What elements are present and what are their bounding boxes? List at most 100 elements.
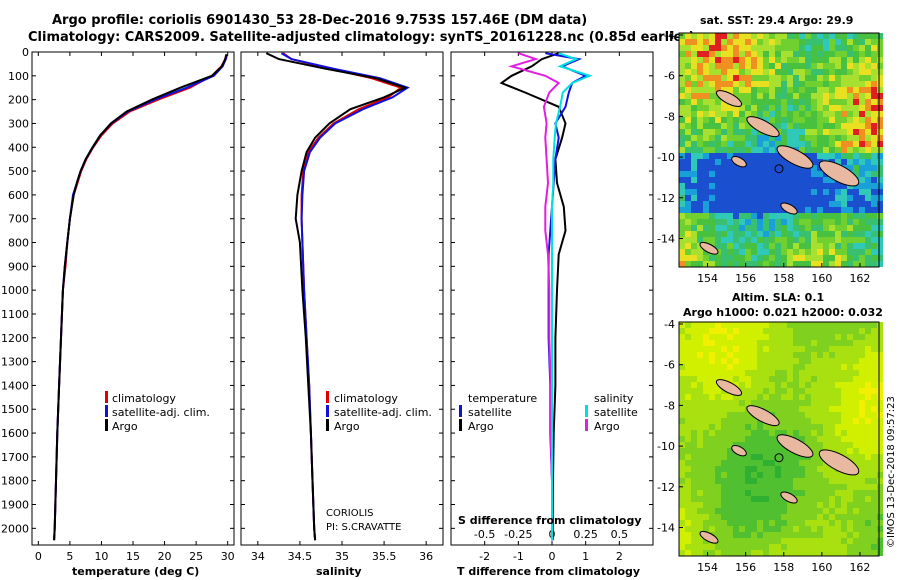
map-cell [733,502,739,508]
map-cell [799,51,805,57]
map-cell [703,63,709,69]
float-position-marker [774,164,784,174]
map-cell [775,466,781,472]
map-cell [769,496,775,502]
map-cell [733,87,739,93]
map-cell [847,490,853,496]
map-cell [877,51,883,57]
map-cell [853,129,859,135]
map-cell [799,177,805,183]
map-cell [697,400,703,406]
map-cell [757,328,763,334]
map-cell [739,87,745,93]
map-cell [733,111,739,117]
map-cell [805,412,811,418]
map-cell [721,328,727,334]
map-cell [685,243,691,249]
map-cell [709,261,715,267]
map-cell [823,237,829,243]
map-cell [811,207,817,213]
map-cell [745,514,751,520]
map-cell [733,195,739,201]
map-cell [859,352,865,358]
map-cell [757,502,763,508]
map-cell [697,153,703,159]
map-cell [703,219,709,225]
map-cell [769,147,775,153]
map-cell [763,75,769,81]
map-cell [805,418,811,424]
map-cell [739,514,745,520]
map-cell [769,340,775,346]
map-cell [751,147,757,153]
map-cell [877,207,883,213]
map-cell [829,376,835,382]
map-cell [745,111,751,117]
map-cell [805,153,811,159]
map-cell [733,400,739,406]
map-cell [721,418,727,424]
map-cell [877,490,883,496]
x-tick-label: 30 [221,550,235,563]
map-cell [685,45,691,51]
map-cell [811,484,817,490]
map-cell [685,442,691,448]
map-cell [703,328,709,334]
map-cell [709,418,715,424]
map-cell [877,514,883,520]
map-cell [757,340,763,346]
map-cell [727,69,733,75]
map-cell [781,526,787,532]
map-cell [793,430,799,436]
map-cell [703,147,709,153]
map-cell [853,328,859,334]
map-cell [757,550,763,556]
map-cell [715,75,721,81]
map-cell [811,388,817,394]
map-cell [691,532,697,538]
map-cell [847,129,853,135]
map-cell [763,207,769,213]
map-cell [727,472,733,478]
map-cell [865,117,871,123]
map-cell [745,207,751,213]
map-cell [715,394,721,400]
map-cell [871,472,877,478]
map-cell [775,57,781,63]
map-cell [775,364,781,370]
map-cell [775,544,781,550]
island-shape [818,160,860,187]
map-cell [787,75,793,81]
map-cell [811,544,817,550]
map-cell [703,99,709,105]
map-cell [835,183,841,189]
map-cell [751,322,757,328]
map-cell [769,141,775,147]
map-cell [739,400,745,406]
map-cell [787,478,793,484]
island-shape [731,156,747,168]
map-cell [865,147,871,153]
map-cell [847,346,853,352]
map-cell [877,550,883,556]
map-cell [871,45,877,51]
map-cell [781,508,787,514]
depth-tick-label: 1100 [1,308,29,321]
map-cell [823,358,829,364]
map-cell [739,346,745,352]
map-cell [721,81,727,87]
map-cell [745,171,751,177]
map-cell [697,538,703,544]
map-cell [685,328,691,334]
map-cell [763,183,769,189]
map-cell [739,57,745,63]
map-cell [829,328,835,334]
map-cell [703,189,709,195]
map-cell [697,382,703,388]
map-cell [859,454,865,460]
map-cell [775,478,781,484]
map-cell [703,249,709,255]
map-cell [745,466,751,472]
map-cell [877,424,883,430]
map-cell [691,394,697,400]
